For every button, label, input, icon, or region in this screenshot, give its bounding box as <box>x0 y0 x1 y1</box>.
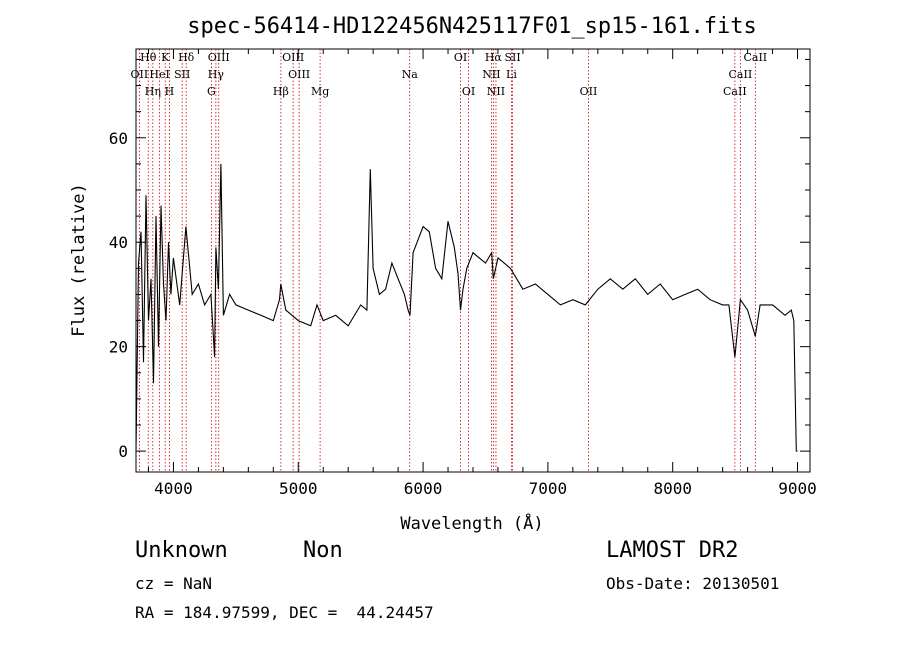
line-label: Hβ <box>273 85 289 98</box>
x-tick-label: 9000 <box>778 479 817 498</box>
x-tick-label: 4000 <box>154 479 193 498</box>
survey-name: LAMOST DR2 <box>606 538 739 563</box>
line-label: CaII <box>743 51 767 64</box>
line-label: NII <box>482 68 500 81</box>
y-tick-label: 0 <box>118 442 128 461</box>
sky-coordinates: RA = 184.97599, DEC = 44.24457 <box>135 603 434 622</box>
y-axis-label: Flux (relative) <box>69 183 89 337</box>
line-label: OIII <box>288 68 310 81</box>
line-label: OII <box>580 85 598 98</box>
line-label: CaII <box>729 68 753 81</box>
line-label: Hγ <box>208 68 225 81</box>
x-axis-ticks: 4000 5000 6000 7000 8000 9000 <box>147 49 817 498</box>
y-tick-label: 60 <box>109 129 128 148</box>
line-label: OIII <box>282 51 304 64</box>
x-tick-label: 6000 <box>404 479 443 498</box>
line-label: OI <box>462 85 475 98</box>
x-tick-label: 8000 <box>653 479 692 498</box>
line-label: OIII <box>208 51 230 64</box>
line-label: Hθ <box>140 51 157 64</box>
line-label: G <box>207 85 216 98</box>
line-label: SII <box>174 68 190 81</box>
line-label: Hδ <box>178 51 195 64</box>
object-class: Unknown <box>135 538 228 563</box>
line-label: Hη <box>145 85 161 98</box>
emission-line-markers <box>138 49 756 472</box>
line-label: K <box>161 51 170 64</box>
y-axis-ticks: 0 20 40 60 <box>109 58 810 461</box>
chart-title: spec-56414-HD122456N425117F01_sp15-161.f… <box>187 14 757 39</box>
spectrum-line <box>135 163 798 452</box>
line-label: Mg <box>311 85 329 98</box>
y-tick-label: 40 <box>109 233 128 252</box>
observation-date: Obs-Date: 20130501 <box>606 574 780 593</box>
object-subclass: Non <box>303 538 343 563</box>
x-tick-label: 7000 <box>529 479 568 498</box>
line-label: Hα <box>485 51 503 64</box>
x-axis-label: Wavelength (Å) <box>400 512 543 534</box>
line-label: SII <box>504 51 520 64</box>
plot-frame <box>135 48 811 473</box>
x-tick-label: 5000 <box>279 479 318 498</box>
line-label: OI <box>454 51 467 64</box>
line-label: OII <box>131 68 149 81</box>
line-label: CaII <box>723 85 747 98</box>
line-label: H <box>165 85 175 98</box>
y-tick-label: 20 <box>109 338 128 357</box>
line-label: Li <box>506 68 517 81</box>
line-label: HeI <box>149 68 169 81</box>
redshift-value: cz = NaN <box>135 574 213 593</box>
line-label: NII <box>487 85 505 98</box>
line-label: Na <box>402 68 419 81</box>
